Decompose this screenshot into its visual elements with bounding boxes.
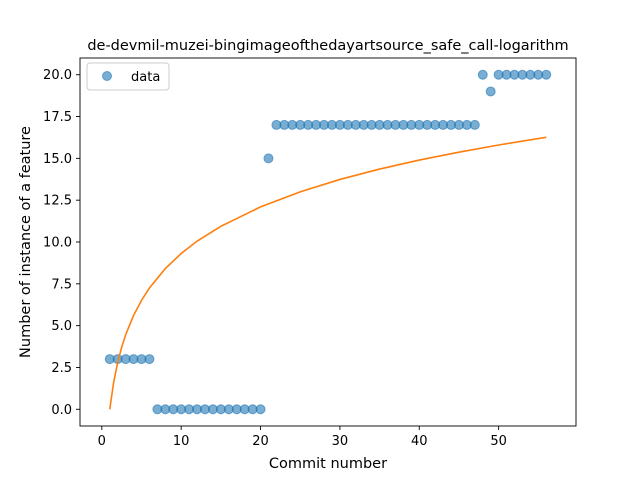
fit-line <box>108 136 547 410</box>
y-tick-label: 7.5 <box>51 277 72 292</box>
data-point <box>541 69 552 80</box>
data-point <box>263 153 274 164</box>
y-tick-label: 15.0 <box>43 152 72 167</box>
y-tick-label: 0.0 <box>51 403 72 418</box>
chart-title: de-devmil-muzei-bingimageofthedayartsour… <box>87 38 568 54</box>
y-tick-label: 20.0 <box>43 68 72 83</box>
plot-area <box>104 69 552 415</box>
y-axis-title: Number of instance of a feature <box>18 126 34 358</box>
data-point <box>469 119 480 130</box>
data-point <box>144 354 155 365</box>
x-tick-label: 0 <box>98 434 106 449</box>
y-tick-label: 5.0 <box>51 319 72 334</box>
axes: 0 10 20 30 40 50 0.0 2.5 5.0 7.5 10.0 12.5 15.0 17.5 2… <box>43 57 577 449</box>
x-tick-label: 30 <box>332 434 349 449</box>
legend-marker-data <box>102 71 112 81</box>
y-tick-label: 17.5 <box>43 110 72 125</box>
x-tick-label: 20 <box>252 434 269 449</box>
axes-frame <box>79 57 577 427</box>
y-tick-label: 12.5 <box>43 194 72 209</box>
x-axis-title: Commit number <box>269 456 387 472</box>
legend: data <box>86 62 170 91</box>
x-tick-label: 50 <box>490 434 507 449</box>
legend-frame <box>86 62 170 91</box>
data-point <box>255 404 266 415</box>
x-tick-label: 40 <box>411 434 428 449</box>
y-tick-label: 2.5 <box>51 361 72 376</box>
y-tick-label: 10.0 <box>43 236 72 251</box>
data-point <box>477 69 488 80</box>
x-tick-label: 10 <box>173 434 190 449</box>
data-point <box>485 86 496 97</box>
legend-label-data: data <box>131 70 160 85</box>
